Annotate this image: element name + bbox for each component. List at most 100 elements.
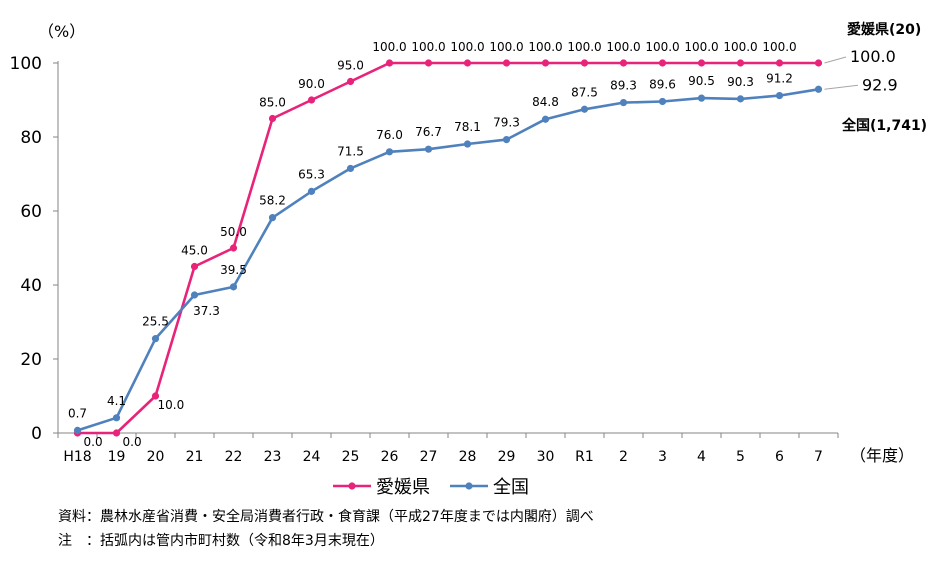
data-point (697, 94, 706, 102)
data-point (385, 148, 394, 156)
legend-label: 全国 (493, 477, 529, 498)
data-point (151, 335, 160, 343)
leader-line-ehime (824, 56, 847, 64)
y-tick-label: 40 (20, 276, 42, 296)
data-point (268, 214, 277, 222)
data-label-national: 65.3 (298, 167, 325, 181)
data-label-national: 89.6 (649, 77, 676, 91)
x-tick-label: 7 (814, 449, 823, 465)
x-tick-label: R1 (575, 449, 594, 465)
series-line-national (77, 88, 819, 432)
data-point (307, 187, 316, 195)
data-point (151, 392, 160, 400)
y-tick-label: 0 (31, 424, 42, 444)
y-tick-label: 80 (20, 128, 42, 148)
x-tick-label: 21 (186, 449, 204, 465)
x-tick-label: 6 (775, 449, 784, 465)
data-label-national: 37.3 (193, 304, 220, 318)
end-value-ehime: 100.0 (850, 47, 896, 66)
municipality-note: 注 ：括弧内は管内市町村数（令和8年3月末現在） (58, 533, 384, 549)
source-note: 資料：農林水産省消費・安全局消費者行政・食育課（平成27年度までは内閣府）調べ (58, 509, 594, 525)
data-point (385, 59, 394, 67)
data-label-ehime: 100.0 (372, 40, 406, 54)
data-label-national: 90.5 (688, 74, 715, 88)
data-point (73, 426, 82, 435)
data-label-ehime: 0.0 (123, 435, 142, 449)
x-tick-label: H18 (63, 449, 91, 465)
y-unit-label: （%） (38, 22, 85, 41)
data-point (775, 91, 784, 100)
x-tick-label: 25 (342, 449, 360, 465)
data-point (658, 97, 667, 106)
legend: 愛媛県 全国 (333, 477, 529, 498)
data-point (190, 291, 199, 299)
data-label-ehime: 95.0 (337, 59, 364, 73)
data-point (502, 59, 511, 67)
data-point (190, 262, 199, 271)
data-point (541, 59, 550, 67)
data-label-ehime: 100.0 (411, 40, 445, 54)
data-label-national: 4.1 (107, 394, 126, 408)
data-point (229, 244, 238, 252)
data-point (658, 59, 667, 67)
data-label-ehime: 85.0 (259, 96, 286, 110)
series-annotation-national: 全国(1,741) (841, 117, 927, 134)
data-label-ehime: 45.0 (181, 244, 208, 258)
x-tick-label: 24 (303, 449, 321, 465)
data-point (580, 105, 589, 113)
y-tick-label: 20 (20, 350, 42, 370)
data-label-national: 89.3 (610, 79, 637, 93)
data-point (541, 115, 550, 123)
data-label-ehime: 50.0 (220, 225, 247, 239)
series-lines (73, 59, 823, 437)
data-point (112, 414, 121, 422)
data-point (775, 59, 784, 67)
data-point (463, 140, 472, 148)
data-label-national: 87.5 (571, 85, 598, 99)
data-point (346, 77, 355, 86)
data-point (697, 59, 706, 67)
data-point (424, 145, 433, 153)
data-point (736, 59, 745, 67)
data-point (814, 85, 823, 93)
x-tick-label: 26 (381, 449, 399, 465)
data-point (268, 114, 277, 123)
data-point (736, 95, 745, 103)
data-label-national: 71.5 (337, 144, 364, 158)
data-point (307, 96, 316, 104)
x-tick-label: 5 (736, 449, 745, 465)
data-label-ehime: 100.0 (489, 40, 523, 54)
data-label-ehime: 100.0 (567, 40, 601, 54)
data-label-national: 0.7 (68, 406, 87, 420)
y-tick-label: 100 (10, 54, 42, 74)
data-label-national: 76.0 (376, 128, 403, 142)
x-tick-label: 29 (498, 449, 516, 465)
data-label-national: 76.7 (415, 125, 442, 139)
data-point (229, 283, 238, 291)
x-tick-label: 19 (108, 449, 126, 465)
data-label-national: 84.8 (532, 95, 559, 109)
data-label-ehime: 100.0 (684, 40, 718, 54)
data-label-national: 90.3 (727, 75, 754, 89)
data-point (619, 98, 628, 107)
data-label-national: 58.2 (259, 194, 286, 208)
x-tick-label: 20 (147, 449, 165, 465)
x-tick-label: 2 (619, 449, 628, 465)
data-point (619, 59, 628, 67)
legend-label: 愛媛県 (376, 477, 430, 498)
data-label-ehime: 90.0 (298, 77, 325, 91)
data-point (463, 59, 472, 67)
data-label-national: 25.5 (142, 315, 169, 329)
end-value-national: 92.9 (862, 75, 898, 94)
x-tick-label: 28 (459, 449, 477, 465)
leader-line-national (824, 84, 859, 90)
data-point (424, 59, 433, 67)
series-line-ehime (77, 61, 819, 435)
data-label-national: 79.3 (493, 116, 520, 130)
legend-swatch-marker (465, 482, 473, 490)
data-label-ehime: 100.0 (450, 40, 484, 54)
x-tick-label: 4 (697, 449, 706, 465)
x-tick-label: 22 (225, 449, 243, 465)
data-label-ehime: 100.0 (606, 40, 640, 54)
